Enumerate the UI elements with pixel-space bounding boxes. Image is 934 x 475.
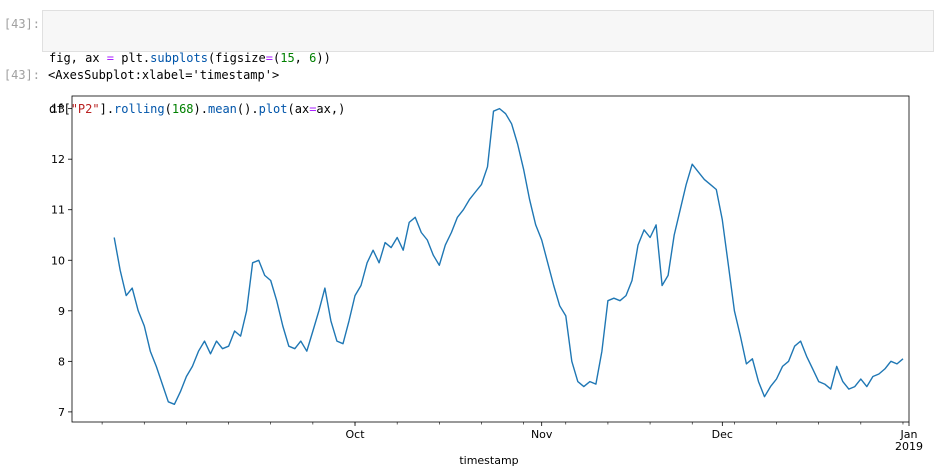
code-token: fig, ax	[49, 51, 107, 65]
code-token: 6	[309, 51, 317, 65]
y-tick-label: 9	[58, 305, 65, 318]
code-token: ax,)	[316, 102, 346, 116]
x-tick-label: Dec	[712, 428, 733, 441]
code-token: ].	[99, 102, 115, 116]
code-token: ))	[316, 51, 331, 65]
output-text: <AxesSubplot:xlabel='timestamp'>	[48, 68, 280, 82]
code-token: ,	[294, 51, 310, 65]
code-token: =	[265, 51, 273, 65]
x-axis: Oct Nov Dec Jan 2019	[101, 422, 923, 453]
y-tick-label: 7	[58, 406, 65, 419]
code-token: "P2"	[70, 102, 100, 116]
y-tick-label: 12	[51, 153, 65, 166]
code-line-1: fig, ax = plt.subplots(figsize=(15, 6))	[49, 50, 927, 67]
input-prompt: [43]:	[3, 17, 40, 31]
y-tick-label: 13	[51, 103, 65, 116]
code-token: plot	[258, 102, 288, 116]
code-token: (figsize	[207, 51, 266, 65]
code-token: ().	[236, 102, 259, 116]
code-input-cell[interactable]: fig, ax = plt.subplots(figsize=(15, 6)) …	[42, 10, 934, 116]
code-token: mean	[208, 102, 237, 116]
code-token: (	[164, 102, 172, 116]
code-token: plt.	[114, 51, 151, 65]
plot-frame	[71, 95, 910, 423]
y-tick-label: 10	[51, 254, 65, 267]
x-tick-label: Oct	[345, 428, 365, 441]
code-token: rolling	[114, 102, 165, 116]
code-token: =	[309, 102, 317, 116]
x-tick-label: Jan 2019	[895, 428, 923, 453]
series-line	[113, 107, 904, 405]
code-token: subplots	[150, 51, 208, 65]
code-token: df[	[49, 102, 71, 116]
code-token: (ax	[287, 102, 310, 116]
code-token: 168	[171, 102, 194, 116]
output-prompt: [43]:	[3, 68, 40, 82]
y-tick-label: 11	[51, 204, 65, 217]
code-token: (	[272, 51, 281, 65]
x-axis-label: timestamp	[459, 454, 518, 467]
y-tick-label: 8	[58, 355, 65, 368]
code-token: ).	[193, 102, 208, 116]
x-tick-label: Nov	[531, 428, 553, 441]
code-token: 15	[280, 51, 295, 65]
y-axis: 7 8 9 10 11 12 13	[51, 103, 72, 419]
code-line-2: df["P2"].rolling(168).mean().plot(ax=ax,…	[49, 101, 927, 118]
code-token: =	[106, 51, 115, 65]
